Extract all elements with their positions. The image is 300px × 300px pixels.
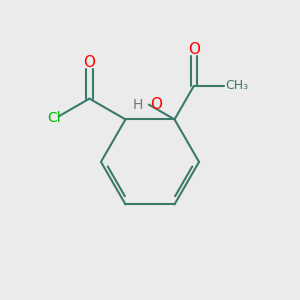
Text: O: O <box>150 97 162 112</box>
Text: Cl: Cl <box>47 111 61 125</box>
Text: O: O <box>188 42 200 57</box>
Text: H: H <box>133 98 143 112</box>
Text: CH₃: CH₃ <box>225 80 248 92</box>
Text: O: O <box>83 56 95 70</box>
